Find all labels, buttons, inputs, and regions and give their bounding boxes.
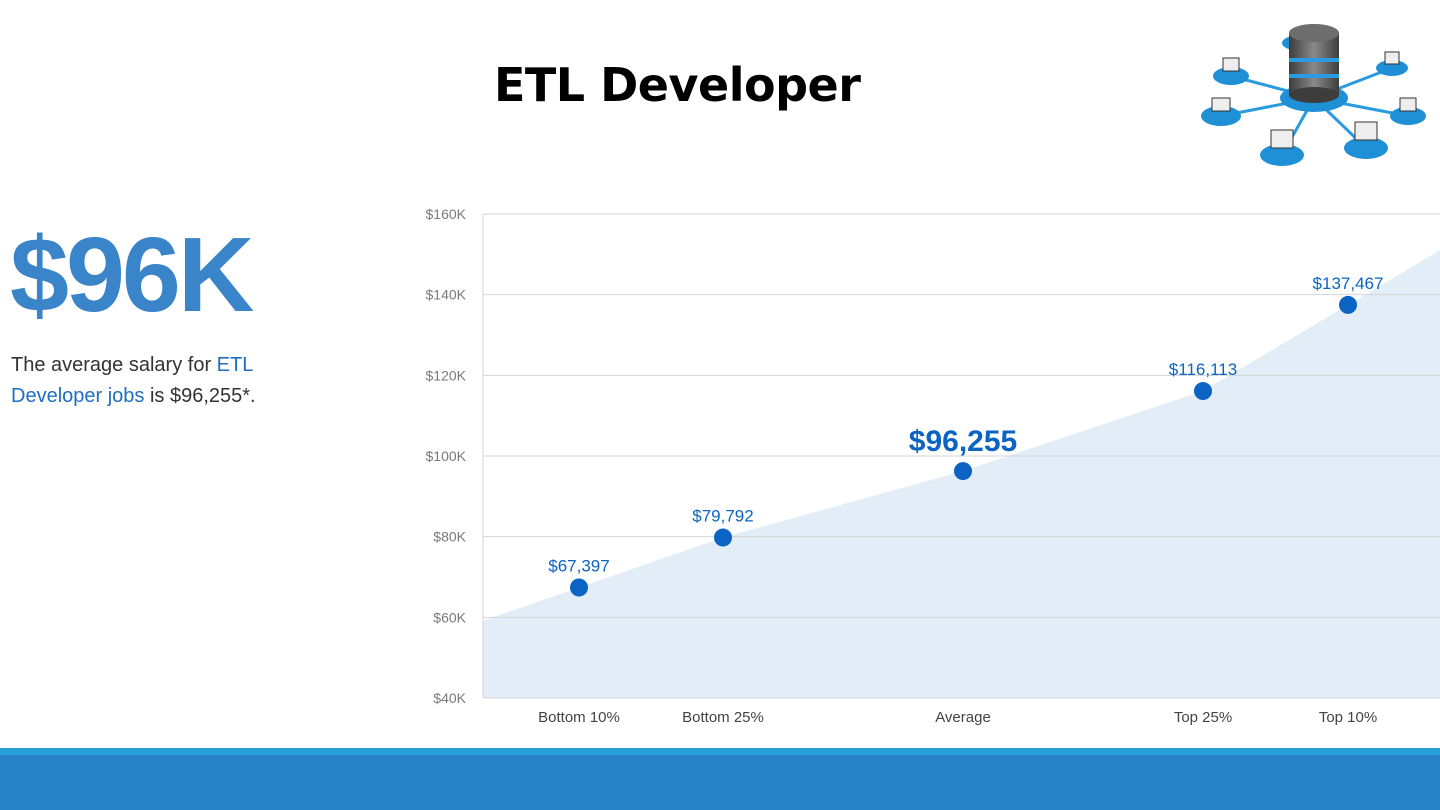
- data-label: $96,255: [909, 425, 1017, 458]
- y-tick-label: $140K: [426, 287, 467, 303]
- data-point: [1339, 295, 1357, 314]
- x-tick-label: Average: [935, 709, 991, 726]
- footer-stripe: [0, 748, 1440, 755]
- salary-description: The average salary for ETL Developer job…: [11, 350, 291, 412]
- description-text-end: is $96,255*.: [144, 385, 256, 407]
- data-label: $79,792: [692, 507, 753, 526]
- y-tick-label: $120K: [426, 367, 467, 383]
- database-network-icon: [1201, 24, 1426, 166]
- page-title: ETL Developer: [494, 58, 861, 112]
- data-label: $67,397: [548, 556, 609, 575]
- data-point: [714, 528, 732, 547]
- footer-bar: [0, 755, 1440, 810]
- x-tick-label: Bottom 25%: [682, 709, 764, 726]
- y-tick-label: $160K: [426, 206, 467, 222]
- database-drum: [1280, 24, 1348, 112]
- x-tick-label: Top 10%: [1319, 709, 1377, 726]
- data-point: [1194, 382, 1212, 401]
- data-label: $137,467: [1313, 274, 1384, 293]
- y-tick-label: $100K: [426, 448, 467, 464]
- average-salary-headline: $96K: [10, 216, 254, 334]
- network-nodes: [1201, 36, 1426, 166]
- y-tick-label: $60K: [433, 609, 466, 625]
- x-tick-label: Bottom 10%: [538, 709, 620, 726]
- data-point: [570, 578, 588, 597]
- data-point: [954, 462, 972, 481]
- x-tick-label: Top 25%: [1174, 709, 1232, 726]
- y-tick-label: $80K: [433, 529, 466, 545]
- salary-chart: $40K $60K $80K $100K $120K $140K $160K $67,397 B…: [426, 206, 1440, 726]
- y-tick-label: $40K: [433, 690, 466, 706]
- description-text-start: The average salary for: [11, 354, 217, 376]
- data-label: $116,113: [1169, 360, 1237, 379]
- etl-developer-jobs-link[interactable]: ETL Developer jobs: [11, 354, 253, 407]
